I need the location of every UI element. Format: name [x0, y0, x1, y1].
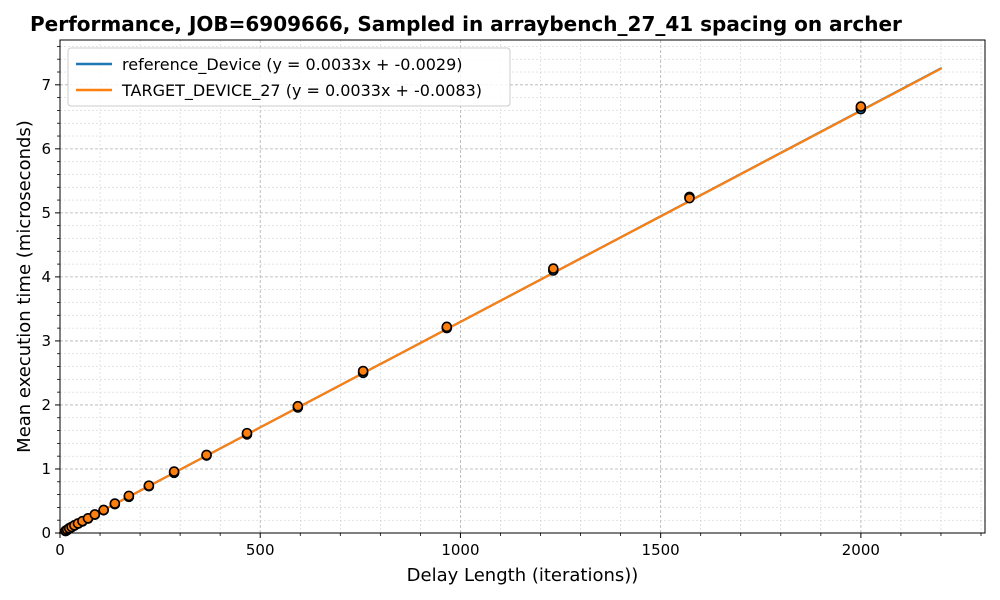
- data-point-series-1: [357, 365, 369, 377]
- data-point-series-1: [89, 509, 101, 520]
- y-tick-label: 5: [41, 204, 51, 222]
- y-tick-label: 7: [41, 76, 51, 94]
- plot-area: [58, 67, 943, 537]
- data-point-series-1: [684, 192, 695, 204]
- x-tick-label: 500: [246, 541, 275, 559]
- y-tick-label: 3: [41, 332, 51, 350]
- y-tick-label: 1: [41, 460, 51, 478]
- x-tick-label: 0: [55, 541, 65, 559]
- legend-box: [67, 47, 511, 107]
- data-point-series-1: [201, 449, 212, 461]
- legend-entry-label: reference_Device (y = 0.0033x + -0.0029): [122, 55, 463, 75]
- legend-entry-label: TARGET_DEVICE_27 (y = 0.0033x + -0.0083): [121, 81, 482, 101]
- axes-frame: [59, 39, 986, 534]
- y-tick-label: 4: [41, 268, 51, 286]
- data-point-series-1: [123, 490, 135, 502]
- legend: reference_Device (y = 0.0033x + -0.0029)…: [67, 47, 511, 107]
- y-tick-label: 0: [41, 524, 51, 542]
- x-tick-label: 2000: [842, 541, 880, 559]
- data-point-series-1: [855, 101, 867, 112]
- data-point-series-1: [109, 498, 121, 509]
- x-tick-label: 1500: [642, 541, 680, 559]
- data-point-series-1: [241, 427, 253, 439]
- x-tick-label: 1000: [441, 541, 479, 559]
- data-point-series-1: [143, 480, 155, 491]
- y-axis-label: Mean execution time (microseconds): [14, 120, 35, 453]
- y-tick-label: 2: [41, 396, 51, 414]
- x-axis-label: Delay Length (iterations)): [407, 565, 639, 586]
- data-point-series-1: [548, 263, 559, 274]
- chart-title: Performance, JOB=6909666, Sampled in arr…: [30, 12, 902, 36]
- data-point-series-1: [292, 400, 304, 412]
- data-point-series-1: [168, 466, 180, 477]
- y-tick-label: 6: [41, 140, 51, 158]
- data-point-series-1: [98, 504, 109, 516]
- axis-ticks: 0 500 1000 1500 2000 0 1 2 3 4 5 6 7: [41, 46, 982, 559]
- data-point-series-1: [441, 321, 453, 333]
